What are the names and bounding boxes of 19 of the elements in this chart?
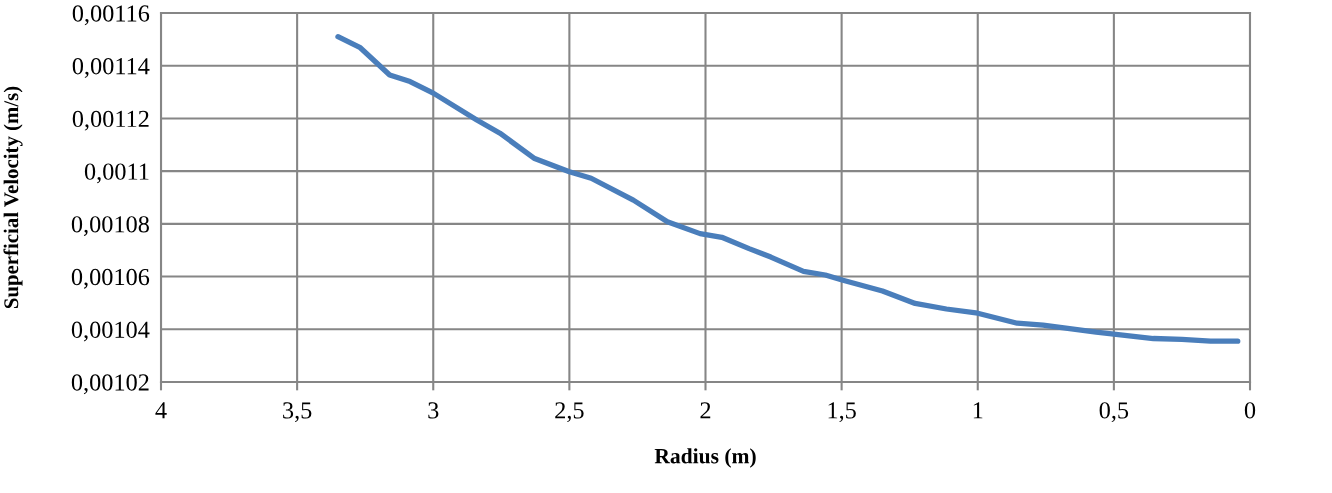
x-tick-label: 0	[1244, 402, 1256, 419]
y-tick-label: 0,00114	[72, 57, 150, 78]
x-tick-label: 1	[973, 402, 983, 419]
x-tick-label: 3,5	[283, 402, 312, 423]
y-tick-label: 0,00108	[71, 216, 149, 237]
x-tick-label: 0,5	[1099, 402, 1129, 423]
y-tick-label: 0,00104	[71, 321, 150, 342]
y-tick-label: 0,00102	[71, 374, 149, 395]
x-tick-label: 2	[700, 402, 711, 419]
y-tick-label: 0,00116	[72, 5, 150, 26]
x-tick-label: 3	[428, 402, 439, 419]
y-tick-label: 0,00106	[71, 268, 150, 289]
y-tick-label: 0,00112	[72, 110, 149, 131]
y-axis-title: Superficial Velocity (m/s)	[3, 86, 23, 309]
x-tick-label: 4	[155, 402, 167, 419]
x-tick-label: 2,5	[555, 402, 584, 423]
x-axis-title: Radius (m)	[654, 448, 756, 468]
x-tick-label: 1,5	[828, 402, 856, 423]
y-tick-label: 0,0011	[84, 163, 149, 184]
